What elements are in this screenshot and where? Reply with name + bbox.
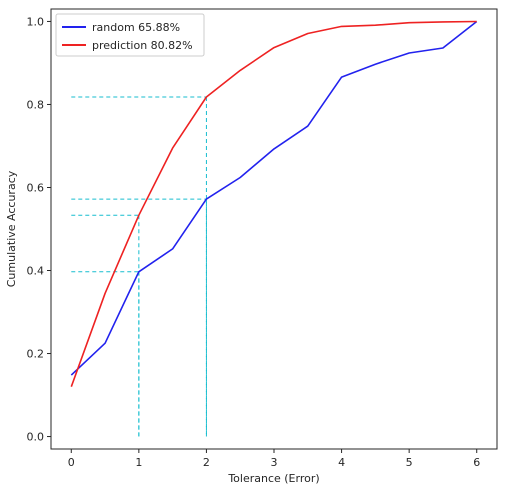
y-tick-label: 1.0 (27, 15, 45, 28)
series-lines (70, 20, 478, 387)
y-axis: 0.0 0.2 0.4 0.6 0.8 1.0 (27, 15, 51, 444)
x-tick-label: 1 (135, 456, 142, 469)
x-tick-label: 3 (271, 456, 278, 469)
x-tick-label: 5 (406, 456, 413, 469)
x-tick-label: 6 (473, 456, 480, 469)
x-axis-label: Tolerance (Error) (227, 472, 319, 485)
y-tick-label: 0.4 (27, 265, 45, 278)
y-tick-label: 0.6 (27, 181, 45, 194)
x-tick-label: 4 (338, 456, 345, 469)
legend-box (55, 13, 205, 57)
legend-label: prediction 80.82% (92, 39, 193, 52)
y-tick-label: 0.8 (27, 98, 45, 111)
series-line (70, 20, 478, 376)
y-tick-label: 0.0 (27, 431, 45, 444)
series-line (70, 20, 477, 387)
y-axis-label: Cumulative Accuracy (5, 170, 18, 287)
x-tick-label: 2 (203, 456, 210, 469)
x-axis: 0 1 2 3 4 5 6 (68, 449, 480, 469)
plot-frame (50, 8, 498, 450)
legend-label: random 65.88% (92, 21, 180, 34)
y-tick-label: 0.2 (27, 348, 45, 361)
x-tick-label: 0 (68, 456, 75, 469)
reference-lines (71, 96, 207, 437)
legend: random 65.88% prediction 80.82% (55, 13, 205, 57)
